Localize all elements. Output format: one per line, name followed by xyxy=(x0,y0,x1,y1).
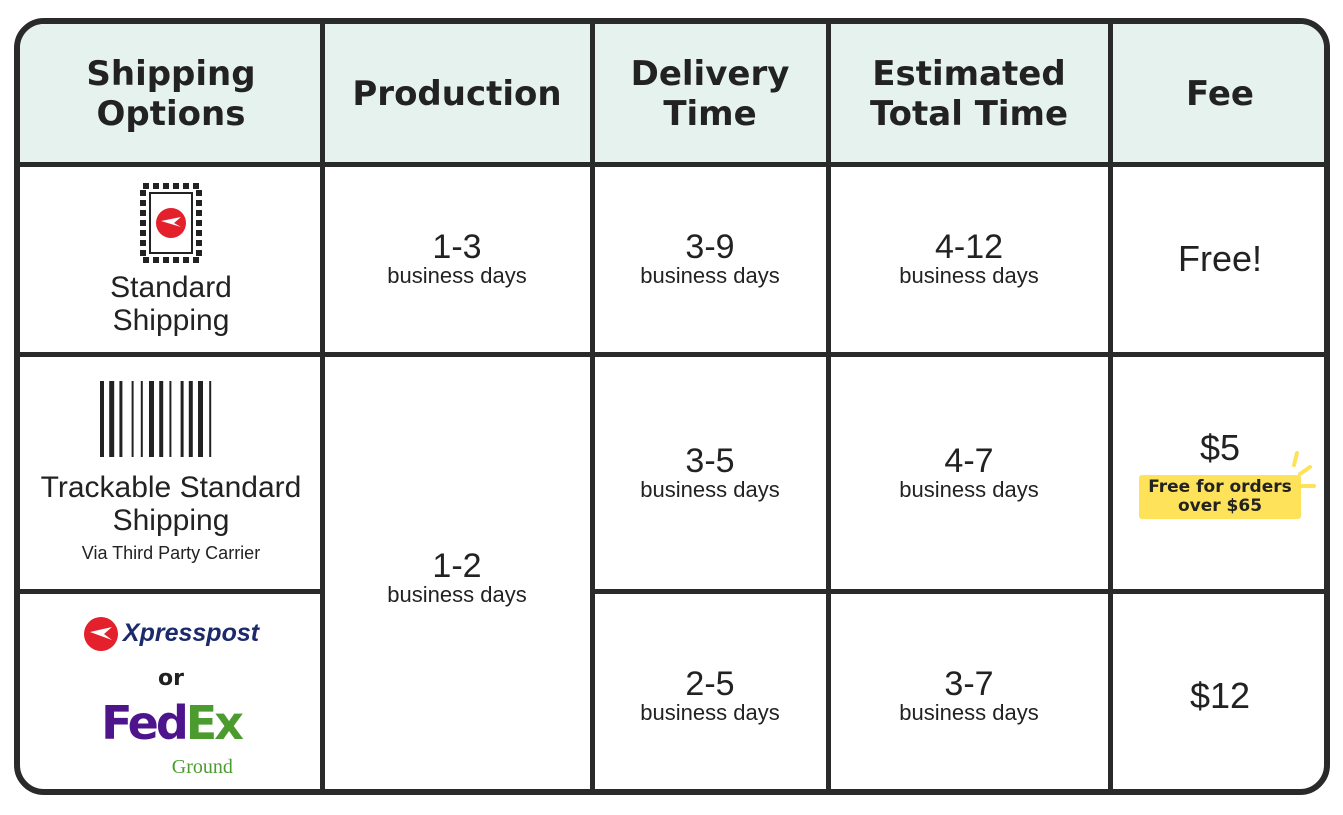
days-range: 4-12 xyxy=(934,228,1004,266)
barcode-bar xyxy=(198,381,203,457)
logo-text: Fed xyxy=(101,695,189,750)
fedex-logo: FedEx Ground xyxy=(101,700,244,778)
days-range: 2-5 xyxy=(685,665,735,703)
option-cell: Xpresspost or FedEx Ground xyxy=(20,591,322,789)
production-cell: 1-2 business days xyxy=(322,354,592,789)
stamp-icon xyxy=(140,183,202,263)
logo-text: Xpresspost xyxy=(122,619,260,647)
header-text: Estimated Total Time xyxy=(869,54,1069,134)
row-divider xyxy=(20,589,320,594)
fee-cell: $5 Free for orders over $65 xyxy=(1110,354,1324,591)
days-range: 3-7 xyxy=(944,665,994,703)
barcode-bar xyxy=(109,381,115,457)
barcode-bar xyxy=(209,381,212,457)
option-name: Standard Shipping xyxy=(110,271,232,337)
days-unit: business days xyxy=(640,700,780,725)
days-range: 1-3 xyxy=(432,228,482,266)
option-cell: Standard Shipping xyxy=(20,164,322,354)
header-text: Delivery Time xyxy=(630,54,790,134)
fee: $5 xyxy=(1199,426,1241,468)
days-unit: business days xyxy=(899,263,1039,288)
delivery-cell: 3-5 business days xyxy=(592,354,828,591)
row-divider xyxy=(20,162,1324,167)
header-cell: Fee xyxy=(1110,24,1324,164)
column-divider xyxy=(320,24,325,789)
days-range: 1-2 xyxy=(432,546,482,585)
days-unit: business days xyxy=(899,476,1039,502)
total-cell: 4-7 business days xyxy=(828,354,1110,591)
column-divider xyxy=(1108,24,1113,789)
header-cell: Shipping Options xyxy=(20,24,322,164)
delivery-cell: 2-5 business days xyxy=(592,591,828,789)
barcode-bar xyxy=(188,381,193,457)
total-cell: 4-12 business days xyxy=(828,164,1110,354)
logo-text: Ex xyxy=(185,695,244,750)
header-cell: Delivery Time xyxy=(592,24,828,164)
barcode-bar xyxy=(169,381,172,457)
shipping-table: Shipping Options Production Delivery Tim… xyxy=(14,18,1330,795)
delivery-cell: 3-9 business days xyxy=(592,164,828,354)
sparkle xyxy=(1292,451,1316,488)
header-text: Shipping Options xyxy=(86,54,256,134)
column-divider xyxy=(826,24,831,789)
days-range: 3-9 xyxy=(685,228,735,266)
total-cell: 3-7 business days xyxy=(828,591,1110,789)
production-cell: 1-3 business days xyxy=(322,164,592,354)
column-divider xyxy=(590,24,595,789)
barcode-bar xyxy=(131,381,134,457)
days-unit: business days xyxy=(640,476,780,502)
barcode-bar xyxy=(100,381,104,457)
fee: Free! xyxy=(1177,238,1263,279)
header-cell: Estimated Total Time xyxy=(828,24,1110,164)
separator: or xyxy=(158,665,184,691)
row-divider xyxy=(20,352,1324,357)
fee-cell: Free! xyxy=(1110,164,1324,354)
days-unit: business days xyxy=(387,581,527,607)
fee-badge: Free for orders over $65 xyxy=(1139,474,1301,519)
logo-subtext: Ground xyxy=(171,755,233,778)
barcode-bar xyxy=(149,381,154,457)
days-unit: business days xyxy=(899,700,1039,725)
barcode-icon xyxy=(100,381,212,457)
days-range: 3-5 xyxy=(685,441,735,480)
barcode-bar xyxy=(140,381,143,457)
header-text: Fee xyxy=(1186,74,1254,114)
days-range: 4-7 xyxy=(944,441,994,480)
xpresspost-icon xyxy=(83,616,118,651)
header-text: Production xyxy=(352,74,562,114)
option-cell: Trackable Standard Shipping Via Third Pa… xyxy=(20,354,322,591)
barcode-bar xyxy=(180,381,184,457)
fee-cell: $12 xyxy=(1110,591,1324,789)
option-name: Trackable Standard Shipping xyxy=(40,471,302,537)
days-unit: business days xyxy=(387,263,527,288)
xpresspost-logo: Xpresspost xyxy=(83,616,259,652)
option-note: Via Third Party Carrier xyxy=(81,543,261,563)
barcode-bar xyxy=(119,381,123,457)
fee: $12 xyxy=(1189,675,1251,716)
header-cell: Production xyxy=(322,24,592,164)
row-divider xyxy=(590,589,1324,594)
days-unit: business days xyxy=(640,263,780,288)
barcode-bar xyxy=(159,381,164,457)
